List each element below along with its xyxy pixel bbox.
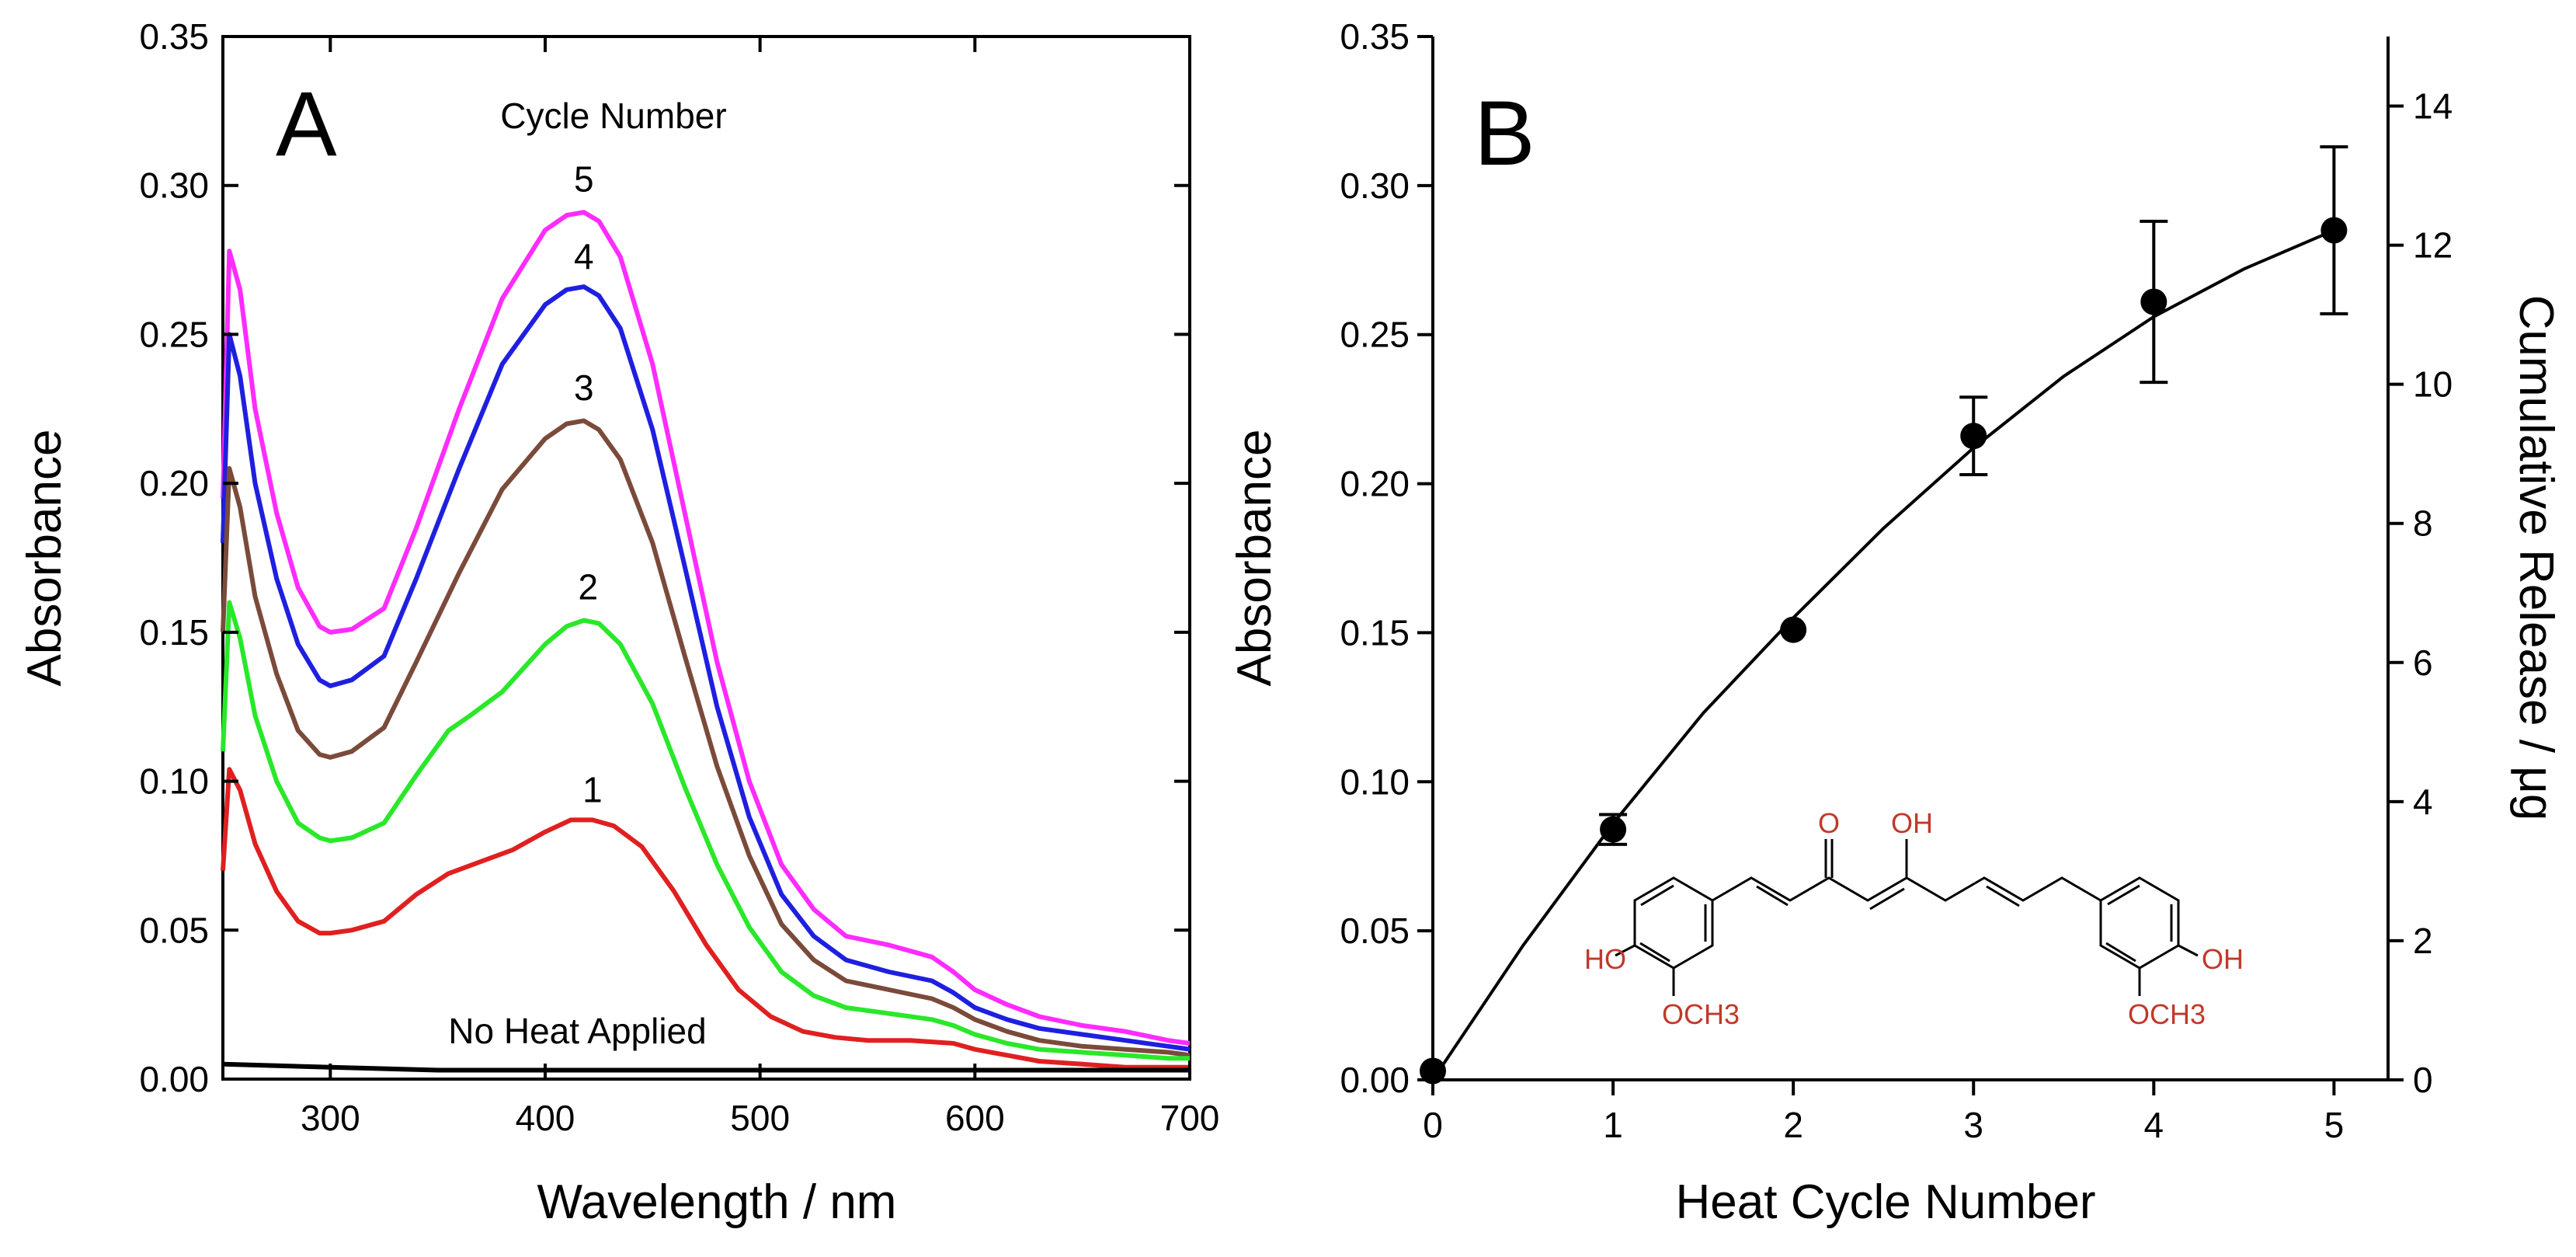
left-ring-double-1: [1640, 884, 1674, 907]
panel-b-y2-tick-label: 14: [2413, 86, 2453, 127]
right-oh-label: OH: [2202, 943, 2244, 975]
panel-a-ticks: 0.00 0.05 0.10 0.15 0.20 0.25 0.30 0.35 300 400 50…: [139, 16, 1219, 1138]
panel-b-data-point: [2140, 288, 2168, 315]
panel-a-series-line: [222, 1061, 1190, 1073]
panel-b-x-tick-label: 4: [2144, 1105, 2164, 1145]
panel-b-y-axis-title: Absorbance: [1228, 430, 1281, 687]
panel-a-y-tick-label: 0.00: [139, 1059, 209, 1099]
panel-a-annotation: 1: [582, 769, 603, 810]
panel-b-y-tick-label: 0.35: [1340, 16, 1410, 57]
panel-a-y-tick-label: 0.10: [139, 761, 209, 802]
panel-b-x-tick-label: 5: [2324, 1105, 2345, 1145]
panel-a-annotation: 2: [579, 567, 599, 608]
panel-b-y2-tick-label: 6: [2413, 642, 2433, 683]
panel-a-x-tick-label: 600: [945, 1098, 1005, 1138]
panel-a-y-tick-label: 0.30: [139, 165, 209, 206]
panel-b-y2-tick-label: 12: [2413, 225, 2453, 266]
panel-b: 0.000.050.100.150.200.250.300.3502468101…: [1228, 16, 2563, 1229]
panel-b-y-tick-label: 0.20: [1340, 464, 1410, 504]
panel-b-data-point: [1420, 1057, 1446, 1085]
panel-b-y2-tick-label: 8: [2413, 503, 2433, 544]
panel-a-series-line: [221, 767, 1190, 1070]
panel-a-x-axis-title: Wavelength / nm: [537, 1175, 897, 1229]
panel-b-data-point: [1600, 816, 1627, 843]
enol-oh-label: OH: [1891, 807, 1933, 839]
panel-a-series-group: [221, 210, 1191, 1073]
panel-b-y2-tick-label: 0: [2413, 1060, 2433, 1100]
panel-b-y-tick-label: 0.05: [1340, 911, 1410, 951]
panel-a-legend-title: Cycle Number: [500, 96, 726, 136]
panel-a-series-line: [221, 418, 1191, 1058]
panel-b-letter: B: [1474, 82, 1535, 185]
panel-b-data-point: [1960, 423, 1987, 450]
right-oh-bond: [2178, 944, 2199, 957]
panel-b-y-tick-label: 0.00: [1340, 1060, 1410, 1100]
panel-b-y2-tick-label: 10: [2413, 364, 2453, 405]
panel-b-data-point: [2320, 217, 2348, 244]
panel-a-annotation: 5: [574, 158, 594, 199]
panel-b-data-point: [1780, 616, 1807, 643]
right-ring-double-3: [2105, 942, 2136, 963]
right-och3-label: OCH3: [2128, 998, 2206, 1030]
panel-b-y-tick-label: 0.30: [1340, 165, 1410, 206]
panel-b-y2-tick-label: 4: [2413, 782, 2433, 822]
panel-a-x-tick-label: 400: [516, 1098, 575, 1138]
panel-b-y-tick-label: 0.25: [1340, 315, 1410, 355]
left-ho-bond: [1615, 944, 1636, 957]
chain-double-1: [1756, 885, 1789, 907]
panel-b-y-tick-label: 0.15: [1340, 612, 1410, 653]
chain-double-3: [1986, 885, 2020, 907]
panel-a-x-tick-label: 300: [301, 1098, 360, 1138]
right-benzene-ring: [2099, 876, 2180, 970]
panel-b-points: [1420, 145, 2348, 1085]
panel-a-annotations: 5 4 3 2 1 No Heat Applied: [448, 158, 706, 1051]
curcumin-structure: [1615, 839, 2199, 996]
left-ring-double-3: [1639, 942, 1670, 963]
panel-b-x-tick-label: 0: [1423, 1105, 1443, 1145]
panel-a-y-tick-label: 0.20: [139, 463, 209, 503]
panel-b-x-tick-label: 3: [1963, 1105, 1983, 1145]
panel-a-series-line: [221, 210, 1191, 1046]
panel-a-y-tick-label: 0.25: [139, 314, 209, 354]
panel-b-fit-curve: [1431, 228, 2335, 1081]
panel-b-x-tick-label: 2: [1783, 1105, 1803, 1145]
panel-a: 0.00 0.05 0.10 0.15 0.20 0.25 0.30 0.35 300 400 50…: [18, 16, 1219, 1229]
panel-a-y-axis-title: Absorbance: [18, 430, 71, 687]
left-och3-label: OCH3: [1662, 998, 1740, 1030]
panel-b-x-axis-title: Heat Cycle Number: [1676, 1175, 2096, 1229]
panel-a-letter: A: [276, 73, 337, 176]
panel-b-x-tick-label: 1: [1603, 1105, 1623, 1145]
dienone-chain: [1712, 876, 2101, 902]
panel-a-y-tick-label: 0.35: [139, 16, 209, 57]
panel-a-annotation: No Heat Applied: [448, 1011, 706, 1051]
panel-a-series-line: [221, 284, 1191, 1052]
left-ho-label: HO: [1584, 943, 1626, 975]
panel-a-y-tick-label: 0.05: [139, 910, 209, 950]
left-benzene-ring: [1633, 876, 1714, 970]
panel-b-y-tick-label: 0.10: [1340, 761, 1410, 802]
panel-a-x-tick-label: 700: [1160, 1098, 1220, 1138]
panel-b-y2-axis-title: Cumulative Release / μg: [2509, 295, 2563, 821]
chain-double-2: [1869, 887, 1905, 911]
panel-a-plot-frame: [221, 35, 1191, 1081]
panel-a-annotation: 4: [574, 236, 594, 277]
panel-a-y-tick-label: 0.15: [139, 612, 209, 653]
panel-a-x-tick-label: 500: [730, 1098, 790, 1138]
panel-b-ticks: 0.000.050.100.150.200.250.300.3502468101…: [1340, 16, 2453, 1145]
panel-b-y2-tick-label: 2: [2413, 921, 2433, 961]
panel-a-annotation: 3: [574, 367, 594, 408]
ketone-o-label: O: [1818, 807, 1840, 839]
panel-a-series-line: [221, 600, 1190, 1061]
right-ring-double-1: [2107, 884, 2140, 906]
